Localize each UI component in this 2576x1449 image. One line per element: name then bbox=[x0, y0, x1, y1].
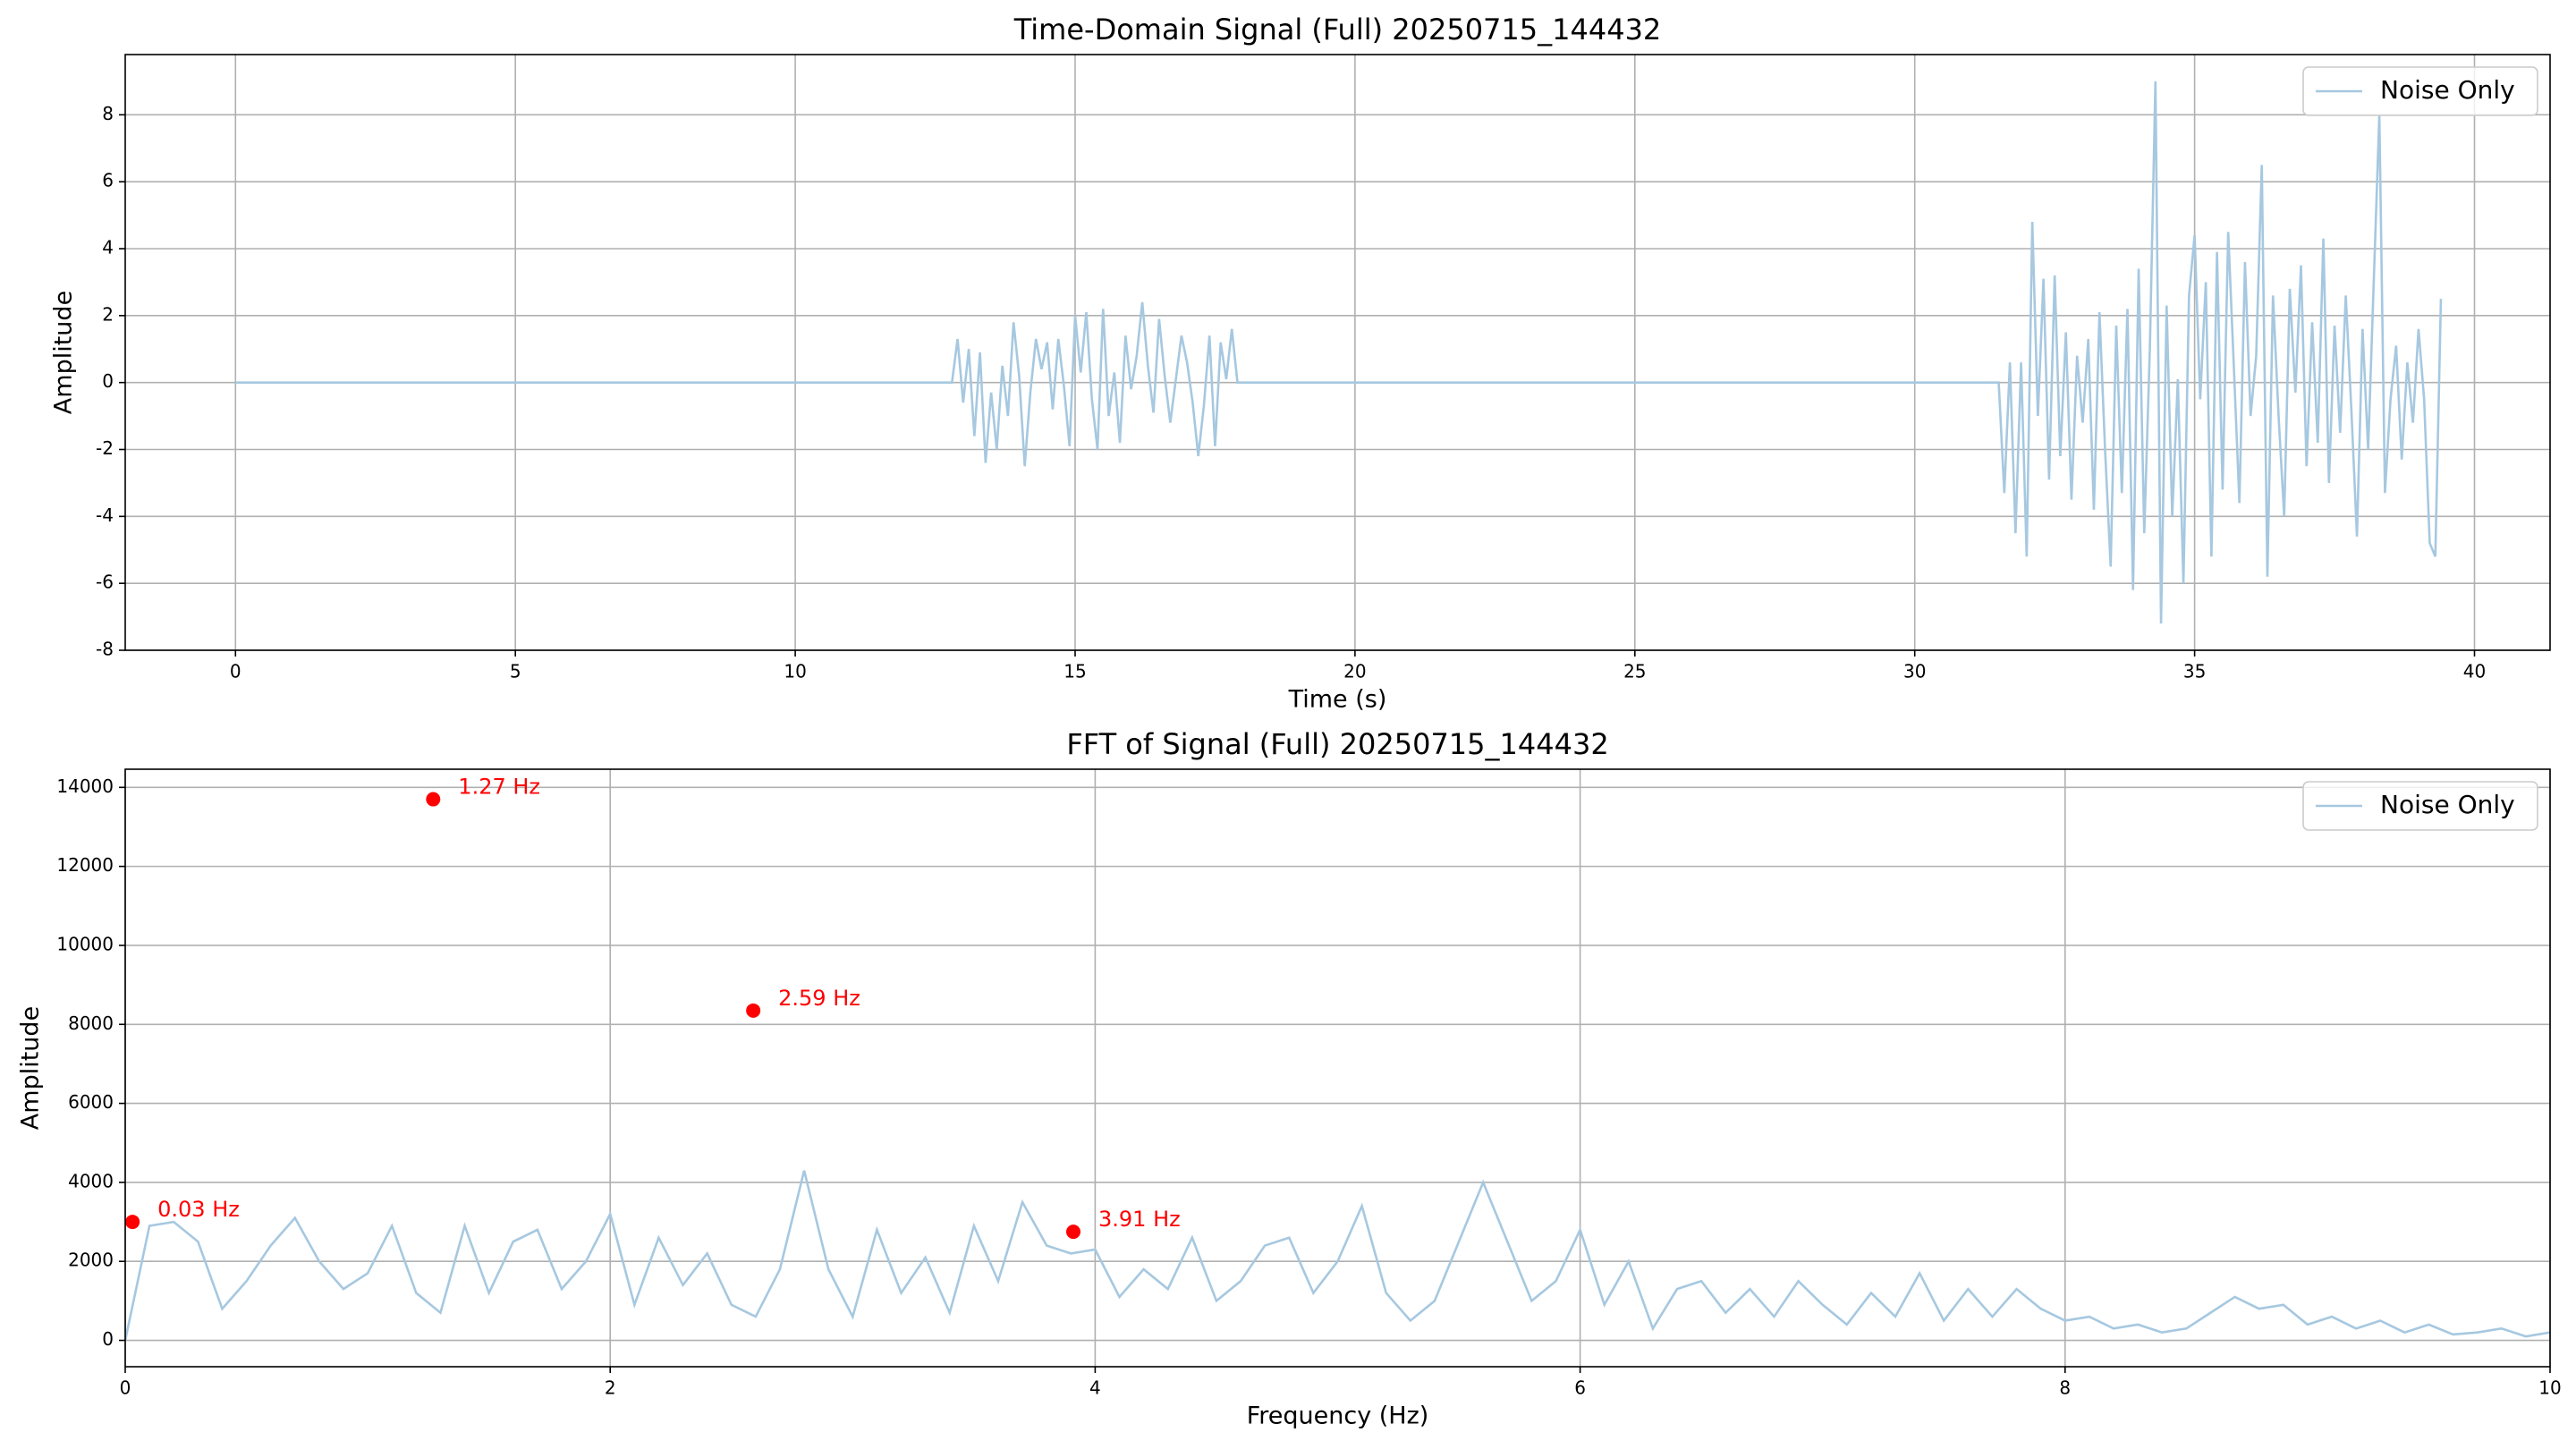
y-tick-label: -2 bbox=[96, 437, 114, 459]
y-tick-label: -6 bbox=[96, 572, 114, 593]
x-axis-label: Frequency (Hz) bbox=[1247, 1402, 1429, 1430]
y-tick-label: 0 bbox=[102, 1328, 114, 1350]
peak-marker bbox=[125, 1215, 140, 1230]
peak-marker bbox=[1066, 1224, 1081, 1240]
axes-frame bbox=[124, 768, 2551, 1368]
y-tick-label: -4 bbox=[96, 504, 114, 526]
x-tick-label: 30 bbox=[1903, 661, 1926, 682]
y-tick-label: 14000 bbox=[56, 775, 114, 797]
y-tick-label: -8 bbox=[96, 639, 114, 660]
y-tick-label: 10000 bbox=[56, 933, 114, 954]
x-tick-label: 4 bbox=[1089, 1377, 1101, 1399]
x-tick-label: 15 bbox=[1063, 661, 1086, 682]
legend-box bbox=[2302, 781, 2538, 831]
x-tick-label: 6 bbox=[1574, 1377, 1586, 1399]
y-tick-label: 8000 bbox=[68, 1013, 114, 1034]
x-tick-label: 10 bbox=[784, 661, 806, 682]
y-tick-label: 6 bbox=[102, 170, 114, 191]
y-tick-label: 2 bbox=[102, 303, 114, 325]
peak-label: 0.03 Hz bbox=[157, 1197, 240, 1222]
series-line bbox=[235, 80, 2443, 624]
peak-label: 3.91 Hz bbox=[1098, 1207, 1181, 1232]
y-tick-label: 2000 bbox=[68, 1250, 114, 1271]
x-tick-label: 40 bbox=[2463, 661, 2486, 682]
y-axis-label: Amplitude bbox=[17, 1006, 45, 1130]
axes-frame bbox=[124, 54, 2551, 651]
peak-label: 1.27 Hz bbox=[458, 775, 540, 800]
x-tick-label: 20 bbox=[1343, 661, 1366, 682]
x-tick-label: 2 bbox=[605, 1377, 616, 1399]
y-tick-label: 6000 bbox=[68, 1091, 114, 1113]
legend-label: Noise Only bbox=[2380, 790, 2515, 819]
chart-title: Time-Domain Signal (Full) 20250715_14443… bbox=[1013, 13, 1662, 47]
legend-label: Noise Only bbox=[2380, 75, 2515, 105]
x-tick-label: 35 bbox=[2183, 661, 2206, 682]
x-tick-label: 8 bbox=[2059, 1377, 2071, 1399]
x-tick-label: 10 bbox=[2538, 1377, 2561, 1399]
series-line bbox=[125, 1170, 2550, 1341]
x-tick-label: 0 bbox=[230, 661, 242, 682]
x-tick-label: 25 bbox=[1623, 661, 1646, 682]
peak-marker bbox=[426, 792, 441, 807]
y-tick-label: 4000 bbox=[68, 1170, 114, 1191]
y-tick-label: 12000 bbox=[56, 854, 114, 876]
peak-marker bbox=[746, 1003, 761, 1018]
y-axis-label: Amplitude bbox=[50, 291, 78, 414]
peak-label: 2.59 Hz bbox=[778, 986, 860, 1011]
y-tick-label: 0 bbox=[102, 370, 114, 392]
legend-box bbox=[2302, 66, 2538, 116]
x-axis-label: Time (s) bbox=[1288, 686, 1387, 714]
chart-title: FFT of Signal (Full) 20250715_144432 bbox=[1066, 727, 1608, 761]
x-tick-label: 5 bbox=[510, 661, 521, 682]
y-tick-label: 8 bbox=[102, 103, 114, 124]
y-tick-label: 4 bbox=[102, 237, 114, 258]
x-tick-label: 0 bbox=[120, 1377, 131, 1399]
